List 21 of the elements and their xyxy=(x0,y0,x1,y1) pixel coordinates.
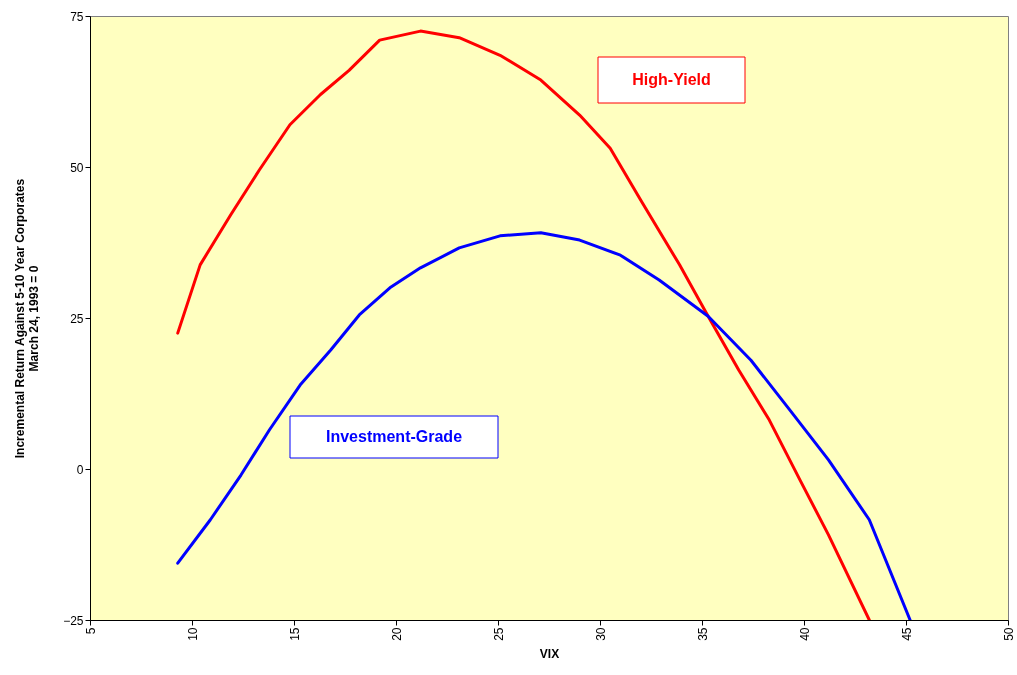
y-tick-label: −25 xyxy=(63,613,84,628)
y-axis-title: Incremental Return Against 5-10 Year Corporates March 24, 1993 = 0 xyxy=(13,178,42,459)
line-series xyxy=(176,231,912,620)
x-tick-label: 25 xyxy=(491,627,506,641)
x-tick-label: 5 xyxy=(83,627,98,635)
line-series xyxy=(176,29,871,620)
x-tick-label: 30 xyxy=(593,627,608,641)
text: Investment-Grade xyxy=(325,428,463,445)
text: High-Yield xyxy=(632,71,711,88)
y-tick-label: 25 xyxy=(70,311,84,326)
x-tick-label: 15 xyxy=(287,627,302,641)
y-tick-label: 75 xyxy=(70,9,84,24)
x-tick-label: 10 xyxy=(185,627,200,641)
x-tick-label: 50 xyxy=(1001,627,1016,641)
x-tick-label: 35 xyxy=(695,627,710,641)
y-tick-label: 0 xyxy=(76,462,84,477)
x-tick-label: 40 xyxy=(797,627,812,641)
x-tick-label: 20 xyxy=(389,627,404,641)
x-axis-title: VIX xyxy=(539,646,560,661)
x-tick-label: 45 xyxy=(899,627,914,641)
y-tick-label: 50 xyxy=(70,160,84,175)
